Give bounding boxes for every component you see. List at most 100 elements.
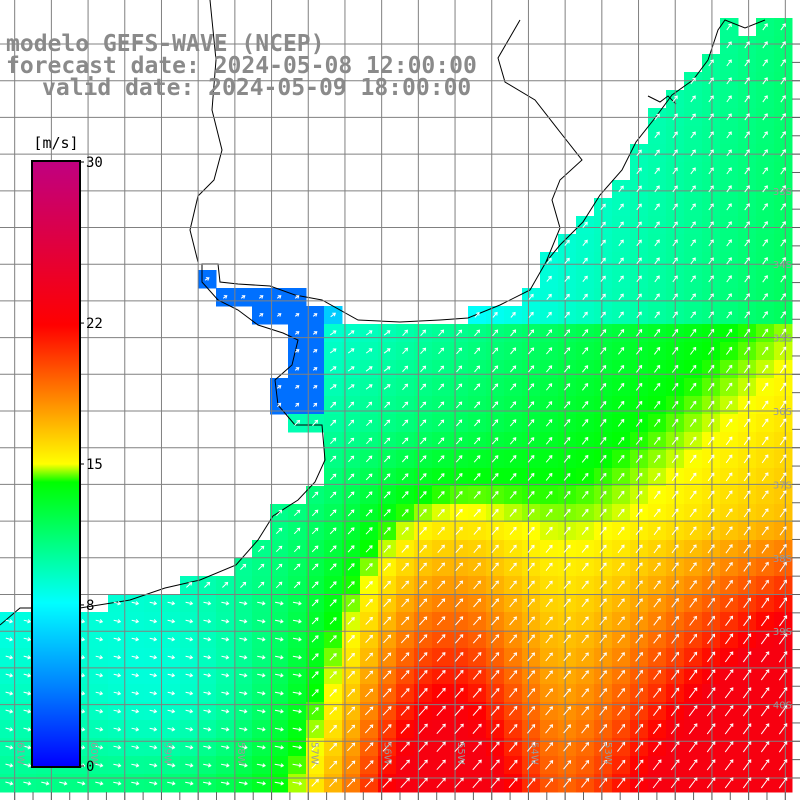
wind-arrow	[311, 545, 319, 553]
wind-arrow	[726, 95, 732, 103]
wind-arrow	[761, 328, 769, 337]
wind-arrow	[546, 329, 553, 337]
wind-arrow	[600, 203, 606, 211]
wind-arrow	[149, 637, 158, 642]
wind-arrow	[582, 383, 589, 391]
wind-arrow	[760, 633, 770, 645]
wind-arrow	[293, 581, 301, 589]
wind-arrow	[311, 760, 319, 769]
wind-arrow	[347, 706, 356, 716]
wind-arrow	[311, 563, 319, 571]
wind-arrow	[383, 384, 391, 390]
wind-arrow	[689, 346, 697, 355]
wind-arrow	[258, 313, 264, 317]
wind-arrow	[131, 709, 140, 714]
wind-arrow	[708, 257, 714, 265]
wind-arrow	[762, 167, 768, 175]
wind-arrow	[347, 348, 355, 354]
wind-arrow	[419, 598, 428, 608]
wind-arrow	[384, 401, 391, 409]
wind-arrow	[5, 619, 14, 624]
wind-arrow	[725, 544, 733, 554]
wind-arrow	[617, 598, 625, 608]
wind-arrow	[635, 526, 643, 536]
wind-arrow	[257, 709, 266, 714]
wind-arrow	[239, 601, 248, 606]
wind-arrow	[707, 580, 715, 590]
wind-arrow	[600, 221, 606, 229]
wind-arrow	[510, 347, 517, 355]
wind-arrow	[742, 687, 752, 699]
wind-arrow	[366, 419, 373, 427]
wind-arrow	[474, 401, 481, 409]
wind-arrow	[654, 221, 660, 229]
wind-arrow	[744, 59, 750, 67]
border-line	[189, 0, 223, 263]
wind-arrow	[474, 383, 481, 391]
wind-arrow	[509, 598, 517, 608]
wind-arrow	[256, 745, 266, 750]
wind-arrow	[186, 582, 193, 588]
wind-arrow	[455, 508, 463, 517]
wind-arrow	[185, 655, 194, 660]
wind-arrow	[312, 313, 318, 317]
wind-arrow	[744, 203, 750, 211]
wind-arrow	[436, 616, 446, 626]
wind-arrow	[671, 687, 680, 699]
wind-arrow	[313, 402, 318, 407]
wind-arrow	[761, 544, 769, 554]
wind-arrow	[472, 723, 482, 735]
wind-arrow	[760, 651, 770, 663]
wind-arrow	[312, 331, 318, 335]
wind-arrow	[347, 581, 355, 589]
wind-arrow	[725, 597, 733, 608]
wind-arrow	[581, 616, 589, 626]
wind-arrow	[780, 275, 786, 283]
wind-arrow	[635, 418, 643, 427]
wind-arrow	[671, 615, 679, 626]
wind-arrow	[581, 472, 589, 481]
wind-arrow	[527, 724, 536, 734]
wind-arrow	[312, 419, 319, 426]
wind-arrow	[743, 454, 751, 464]
coastline	[0, 19, 766, 626]
wind-arrow	[744, 275, 750, 283]
wind-arrow	[293, 563, 301, 571]
colorbar-ticks: 30 22 15 8 0	[79, 155, 103, 775]
wind-arrow	[239, 637, 248, 642]
wind-arrow	[222, 295, 228, 299]
wind-arrow	[365, 473, 373, 481]
wind-arrow	[617, 723, 626, 734]
wind-arrow	[420, 347, 427, 355]
wind-arrow	[526, 759, 536, 770]
wind-arrow	[563, 454, 571, 463]
wind-arrow	[436, 723, 446, 735]
wind-arrow	[274, 691, 284, 696]
wind-arrow	[563, 419, 571, 427]
model-title: modelo GEFS-WAVE (NCEP)	[6, 31, 325, 57]
wind-arrow	[402, 419, 409, 427]
wind-arrow	[761, 418, 769, 428]
wind-arrow	[726, 257, 732, 265]
wind-arrow	[527, 419, 535, 427]
wind-arrow	[743, 436, 751, 446]
wind-arrow	[545, 562, 553, 572]
wind-arrow	[581, 688, 589, 698]
colorbar-tick-label: 15	[86, 457, 103, 473]
wind-arrow	[149, 727, 158, 732]
wind-arrow	[382, 724, 392, 734]
wind-arrow	[311, 635, 319, 643]
wind-arrow	[707, 400, 715, 409]
wind-arrow	[329, 635, 337, 643]
wind-arrow	[113, 601, 122, 606]
wind-arrow	[672, 149, 678, 157]
lat-label: 39S	[773, 627, 792, 638]
wind-arrow	[329, 384, 337, 390]
wind-arrow	[545, 634, 553, 644]
wind-arrow	[743, 597, 751, 608]
wind-arrow	[347, 545, 355, 553]
wind-arrow	[5, 781, 14, 786]
wind-arrow	[329, 473, 337, 481]
wind-arrow	[418, 777, 428, 789]
